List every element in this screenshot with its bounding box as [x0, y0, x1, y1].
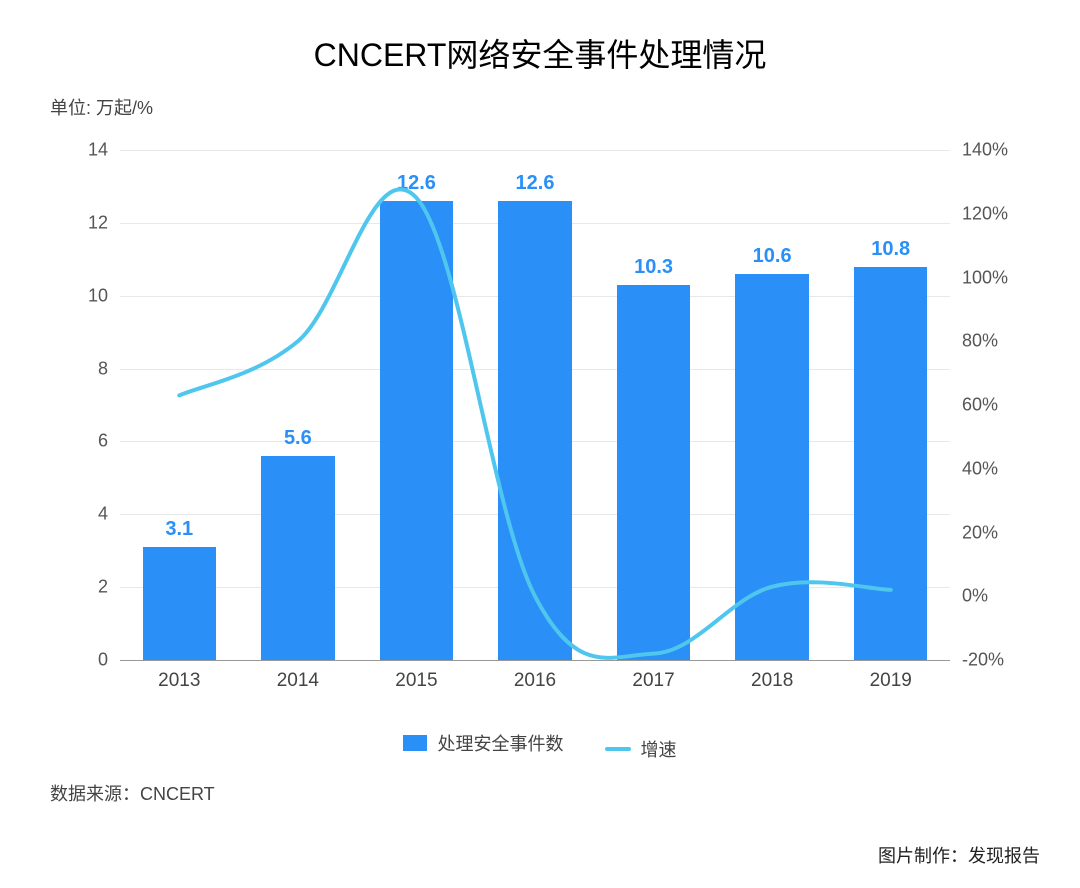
- x-axis-line: [120, 660, 950, 661]
- legend-line-label: 增速: [641, 736, 677, 762]
- legend: 处理安全事件数 增速: [40, 730, 1040, 762]
- growth-line: [179, 189, 890, 658]
- x-tick: 2018: [751, 670, 793, 692]
- x-tick: 2013: [158, 670, 200, 692]
- plot-region: 02468101214-20%0%20%40%60%80%100%120%140…: [120, 150, 950, 660]
- y-left-tick: 4: [98, 504, 108, 525]
- y-left-tick: 0: [98, 650, 108, 671]
- legend-swatch-bar: [403, 735, 427, 751]
- y-right-tick: 20%: [962, 522, 998, 543]
- y-right-tick: 80%: [962, 331, 998, 352]
- x-tick: 2014: [277, 670, 319, 692]
- line-layer: [120, 150, 950, 660]
- x-tick: 2017: [632, 670, 674, 692]
- y-right-tick: 0%: [962, 586, 988, 607]
- legend-swatch-line: [605, 747, 631, 751]
- y-left-tick: 6: [98, 431, 108, 452]
- y-right-tick: 100%: [962, 267, 1008, 288]
- legend-bar-label: 处理安全事件数: [437, 730, 563, 756]
- x-tick: 2019: [870, 670, 912, 692]
- y-left-tick: 14: [88, 140, 108, 161]
- x-tick: 2015: [395, 670, 437, 692]
- credit-label: 图片制作：发现报告: [878, 842, 1040, 868]
- unit-label: 单位: 万起/%: [40, 94, 1040, 120]
- y-left-tick: 12: [88, 212, 108, 233]
- y-left-tick: 8: [98, 358, 108, 379]
- y-right-tick: 140%: [962, 140, 1008, 161]
- legend-item-line: 增速: [605, 736, 677, 762]
- x-tick: 2016: [514, 670, 556, 692]
- y-left-tick: 10: [88, 285, 108, 306]
- y-right-tick: 120%: [962, 203, 1008, 224]
- chart-title: CNCERT网络安全事件处理情况: [40, 30, 1040, 76]
- y-right-tick: -20%: [962, 650, 1004, 671]
- chart-area: 0 2 4 6 8 10 12 14 -20% 0% 20% 40% 60% 80% 100% 120% 140…: [40, 130, 1040, 710]
- y-right-tick: 60%: [962, 395, 998, 416]
- source-label: 数据来源：CNCERT: [40, 780, 1040, 806]
- y-left-tick: 2: [98, 577, 108, 598]
- y-right-tick: 40%: [962, 458, 998, 479]
- legend-item-bar: 处理安全事件数: [403, 730, 563, 756]
